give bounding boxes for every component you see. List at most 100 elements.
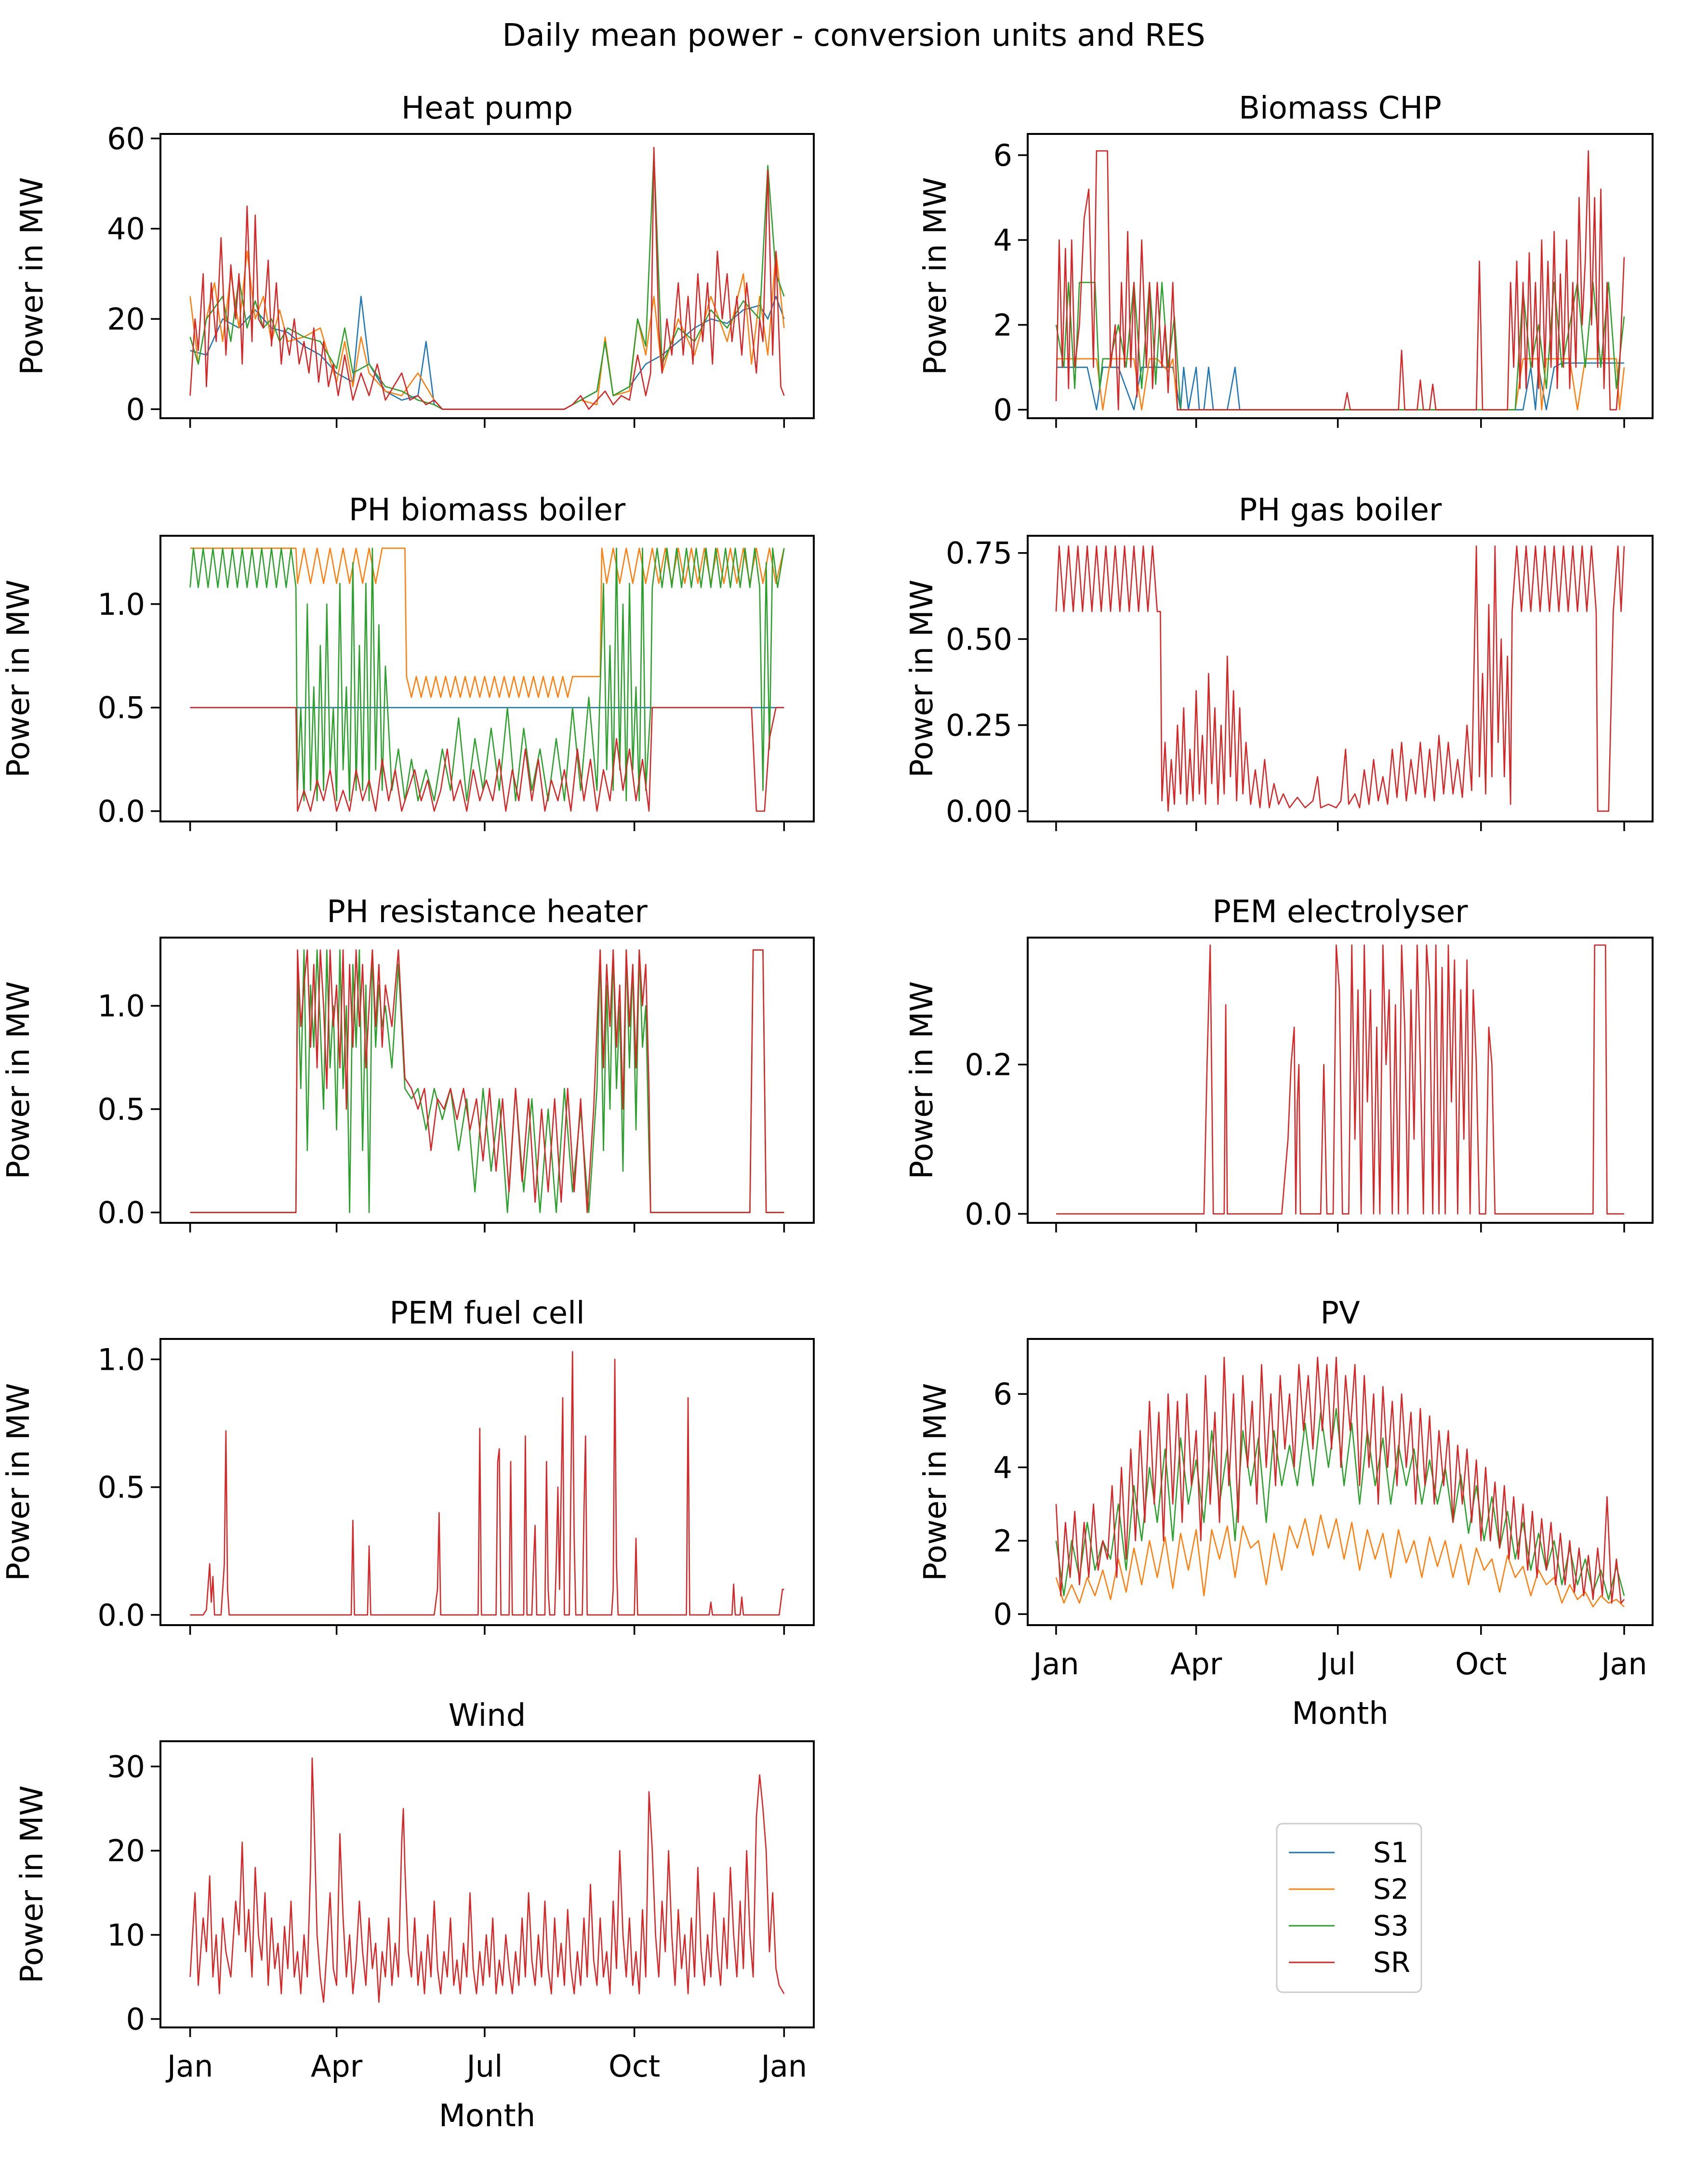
plot-frame [1027, 937, 1654, 1224]
plot-frame [159, 133, 815, 419]
y-tick-label: 40 [107, 212, 145, 247]
series-lines [189, 146, 785, 410]
x-tick-label: Apr [311, 2049, 363, 2084]
series-lines [1055, 150, 1625, 410]
series-line-sr [1055, 150, 1625, 410]
series-line-sr [189, 146, 785, 410]
plot-frame [159, 535, 815, 822]
x-tick-label: Jul [465, 2049, 503, 2084]
series-line-sr [190, 707, 784, 812]
y-tick-label: 4 [993, 223, 1012, 258]
y-tick-label: 0.5 [97, 1092, 145, 1127]
figure-suptitle: Daily mean power - conversion units and … [502, 18, 1205, 53]
y-tick-label: 6 [993, 138, 1012, 173]
y-axis-label: Power in MW [1, 981, 37, 1179]
y-tick-label: 0 [126, 2002, 145, 2037]
panel-title: Heat pump [401, 91, 573, 126]
y-tick-label: 60 [107, 121, 145, 156]
series-line-s3 [189, 547, 785, 802]
panel-title: PH gas boiler [1239, 492, 1442, 528]
y-tick-label: 10 [107, 1918, 145, 1953]
series-lines [1056, 944, 1624, 1215]
panel-title: Wind [449, 1698, 526, 1734]
panel-title: PH biomass boiler [349, 492, 626, 528]
y-tick-label: 0.2 [965, 1047, 1012, 1082]
y-tick-label: 0.25 [946, 708, 1012, 743]
x-tick-label: Jul [1318, 1646, 1356, 1681]
series-line-sr [189, 1757, 785, 2003]
x-tick-label: Jan [1031, 1646, 1079, 1681]
y-tick-label: 0.75 [946, 536, 1012, 571]
panel-ph-biomass-boiler: PH biomass boiler 0.0 0.5 1.0 Power in MW [1, 492, 815, 831]
panel-title: PH resistance heater [327, 894, 648, 930]
y-tick-label: 0.0 [97, 1195, 145, 1231]
y-tick-label: 0.0 [97, 1598, 145, 1633]
y-axis-label: Power in MW [918, 177, 953, 375]
x-axis-label: Month [1292, 1696, 1389, 1732]
x-tick-label: Jan [1599, 1646, 1647, 1681]
y-axis-label: Power in MW [904, 580, 940, 778]
y-tick-label: 0 [126, 392, 145, 427]
series-line-sr [1056, 944, 1624, 1215]
panel-wind: Wind 0 10 20 30 Jan Apr Jul Oct Jan Month Power in … [14, 1698, 815, 2134]
y-tick-label: 0.0 [965, 1196, 1012, 1231]
plot-frame [1027, 535, 1654, 822]
series-lines [1055, 545, 1625, 812]
y-axis-label: Power in MW [904, 981, 940, 1179]
series-lines [1055, 1356, 1625, 1608]
panel-title: PV [1320, 1296, 1360, 1331]
panel-title: Biomass CHP [1239, 91, 1442, 126]
y-tick-label: 0.5 [97, 690, 145, 726]
panel-title: PEM fuel cell [389, 1296, 584, 1331]
series-line-sr [1055, 1356, 1625, 1604]
panel-heat-pump: Heat pump 0 20 40 60 Power in MW [14, 91, 815, 428]
panel-ph-resistance-heater: PH resistance heater 0.0 0.5 1.0 Power in MW [1, 894, 815, 1232]
y-axis-label: Power in MW [14, 177, 50, 375]
y-tick-label: 1.0 [97, 587, 145, 622]
y-axis-label: Power in MW [1, 1383, 37, 1581]
y-tick-label: 2 [993, 307, 1012, 343]
y-tick-label: 0 [993, 392, 1012, 427]
legend-box [1276, 1823, 1422, 1993]
series-line-s3 [189, 151, 785, 410]
series-lines [190, 1351, 784, 1616]
y-tick-label: 1.0 [97, 1342, 145, 1377]
y-tick-label: 0.5 [97, 1470, 145, 1505]
panel-biomass-chp: Biomass CHP 0 2 4 6 Power in MW [918, 91, 1654, 428]
panel-pv: PV 0 2 4 6 Jan Apr Jul Oct Jan Month Power in MW [918, 1296, 1654, 1732]
series-lines [189, 547, 785, 812]
series-line-s2 [1055, 1514, 1625, 1608]
x-tick-label: Oct [1455, 1646, 1507, 1681]
x-tick-label: Oct [609, 2049, 660, 2084]
y-tick-label: 1.0 [97, 989, 145, 1024]
series-line-sr [1055, 545, 1625, 812]
y-tick-label: 0.0 [97, 794, 145, 829]
plot-frame [159, 937, 815, 1224]
panel-pem-fuel-cell: PEM fuel cell 0.0 0.5 1.0 Power in MW [1, 1296, 815, 1635]
series-line-sr [190, 949, 784, 1213]
y-tick-label: 0.00 [946, 794, 1012, 829]
x-tick-label: Apr [1170, 1646, 1222, 1681]
y-axis-label: Power in MW [1, 580, 37, 778]
y-tick-label: 20 [107, 1833, 145, 1868]
plot-frame [159, 1740, 815, 2028]
y-axis-label: Power in MW [918, 1383, 953, 1581]
y-tick-label: 20 [107, 302, 145, 337]
plot-frame [159, 1338, 815, 1626]
x-axis-label: Month [439, 2098, 536, 2134]
legend-label-s2: S2 [1373, 1873, 1409, 1906]
y-tick-label: 30 [107, 1749, 145, 1784]
series-lines [189, 1757, 785, 2003]
series-line-sr [190, 1351, 784, 1616]
panel-pem-electrolyser: PEM electrolyser 0.0 0.2 Power in MW [904, 894, 1654, 1232]
series-lines [190, 949, 784, 1213]
y-axis-label: Power in MW [14, 1785, 50, 1983]
panel-title: PEM electrolyser [1212, 894, 1468, 930]
y-tick-label: 6 [993, 1377, 1012, 1412]
x-tick-label: Jan [759, 2049, 808, 2084]
